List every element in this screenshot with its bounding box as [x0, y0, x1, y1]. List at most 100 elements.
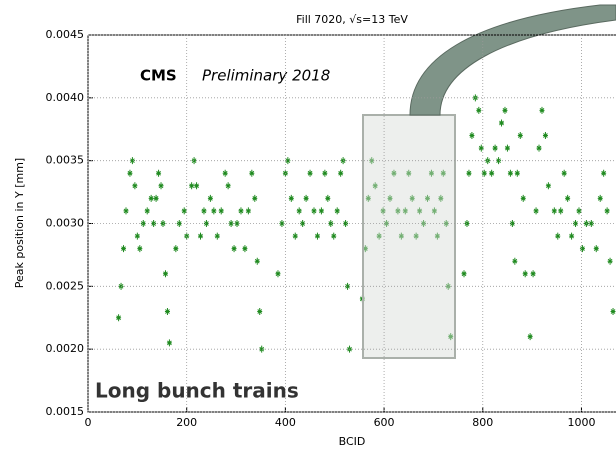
x-tick-label: 1000: [567, 416, 595, 429]
data-point: [322, 169, 328, 177]
data-point: [181, 207, 187, 215]
data-point: [478, 144, 484, 152]
data-point: [127, 169, 133, 177]
data-point: [499, 119, 505, 127]
x-axis-label: BCID: [339, 435, 366, 448]
annotation-trains: Long bunch trains: [95, 379, 299, 403]
data-point: [421, 220, 427, 227]
data-point: [398, 232, 404, 240]
data-point: [303, 194, 309, 202]
data-point: [533, 207, 539, 215]
data-point: [413, 232, 419, 240]
data-point: [173, 245, 179, 253]
data-point: [300, 220, 306, 227]
data-point: [520, 194, 526, 202]
data-point: [234, 220, 240, 227]
data-point: [431, 207, 437, 215]
data-point: [194, 182, 200, 190]
data-point: [542, 132, 548, 140]
data-point: [129, 157, 135, 165]
data-point: [228, 220, 234, 227]
data-point: [555, 232, 561, 240]
x-tick-label: 200: [176, 416, 197, 429]
data-point: [424, 194, 430, 202]
data-point: [507, 169, 513, 177]
y-tick-label: 0.0040: [46, 91, 85, 104]
data-point: [434, 232, 440, 240]
data-point: [561, 169, 567, 177]
data-point: [203, 220, 209, 227]
data-point: [522, 270, 528, 278]
data-point: [502, 106, 508, 114]
data-point: [207, 194, 213, 202]
data-point: [597, 194, 603, 202]
data-point: [514, 169, 520, 177]
data-point: [156, 169, 162, 177]
data-point: [551, 207, 557, 215]
zoom-arrow: [409, 4, 616, 116]
data-point: [395, 207, 401, 215]
y-tick-label: 0.0045: [46, 28, 85, 41]
data-point: [191, 157, 197, 165]
y-tick-label: 0.0035: [46, 154, 85, 167]
data-point: [448, 333, 454, 341]
data-point: [369, 157, 375, 165]
data-point: [428, 169, 434, 177]
data-point: [443, 220, 449, 227]
data-point: [569, 232, 575, 240]
data-point: [214, 232, 220, 240]
data-point: [121, 245, 127, 253]
data-point: [406, 169, 412, 177]
data-point: [334, 207, 340, 215]
data-point: [296, 207, 302, 215]
data-point: [257, 307, 263, 315]
data-point: [565, 194, 571, 202]
data-point: [545, 182, 551, 190]
data-point: [345, 282, 351, 290]
data-point: [252, 194, 258, 202]
y-axis-label: Peak position in Y [mm]: [13, 158, 26, 288]
data-point: [254, 257, 260, 265]
data-point: [387, 194, 393, 202]
data-point: [481, 169, 487, 177]
data-point: [245, 207, 251, 215]
x-tick-label: 0: [85, 416, 92, 429]
data-point: [489, 169, 495, 177]
annotation-preliminary: Preliminary 2018: [202, 67, 330, 85]
annotation-cms: CMS: [140, 67, 177, 85]
data-point: [539, 106, 545, 114]
data-point: [343, 220, 349, 227]
data-point: [384, 220, 390, 227]
data-point: [140, 220, 146, 227]
data-point: [279, 220, 285, 227]
data-point: [536, 144, 542, 152]
data-point: [466, 169, 472, 177]
data-point: [588, 220, 594, 227]
data-point: [176, 220, 182, 227]
data-point: [476, 106, 482, 114]
data-point: [438, 194, 444, 202]
y-tick-label: 0.0015: [46, 405, 85, 418]
data-point: [338, 169, 344, 177]
y-tick-label: 0.0020: [46, 342, 85, 355]
data-point: [492, 144, 498, 152]
data-point: [238, 207, 244, 215]
data-point: [166, 339, 172, 347]
data-point: [134, 232, 140, 240]
data-point: [579, 245, 585, 253]
plot-area: [116, 94, 616, 353]
x-tick-label: 400: [275, 416, 296, 429]
data-point: [558, 207, 564, 215]
data-point: [116, 314, 122, 322]
chart-title: Fill 7020, √s=13 TeV: [296, 13, 408, 26]
data-point: [318, 207, 324, 215]
data-point: [123, 207, 129, 215]
data-point: [365, 194, 371, 202]
data-point: [517, 132, 523, 140]
data-point: [372, 182, 378, 190]
data-point: [158, 182, 164, 190]
data-point: [259, 345, 265, 353]
data-point: [144, 207, 150, 215]
data-point: [509, 220, 515, 227]
data-point: [218, 207, 224, 215]
